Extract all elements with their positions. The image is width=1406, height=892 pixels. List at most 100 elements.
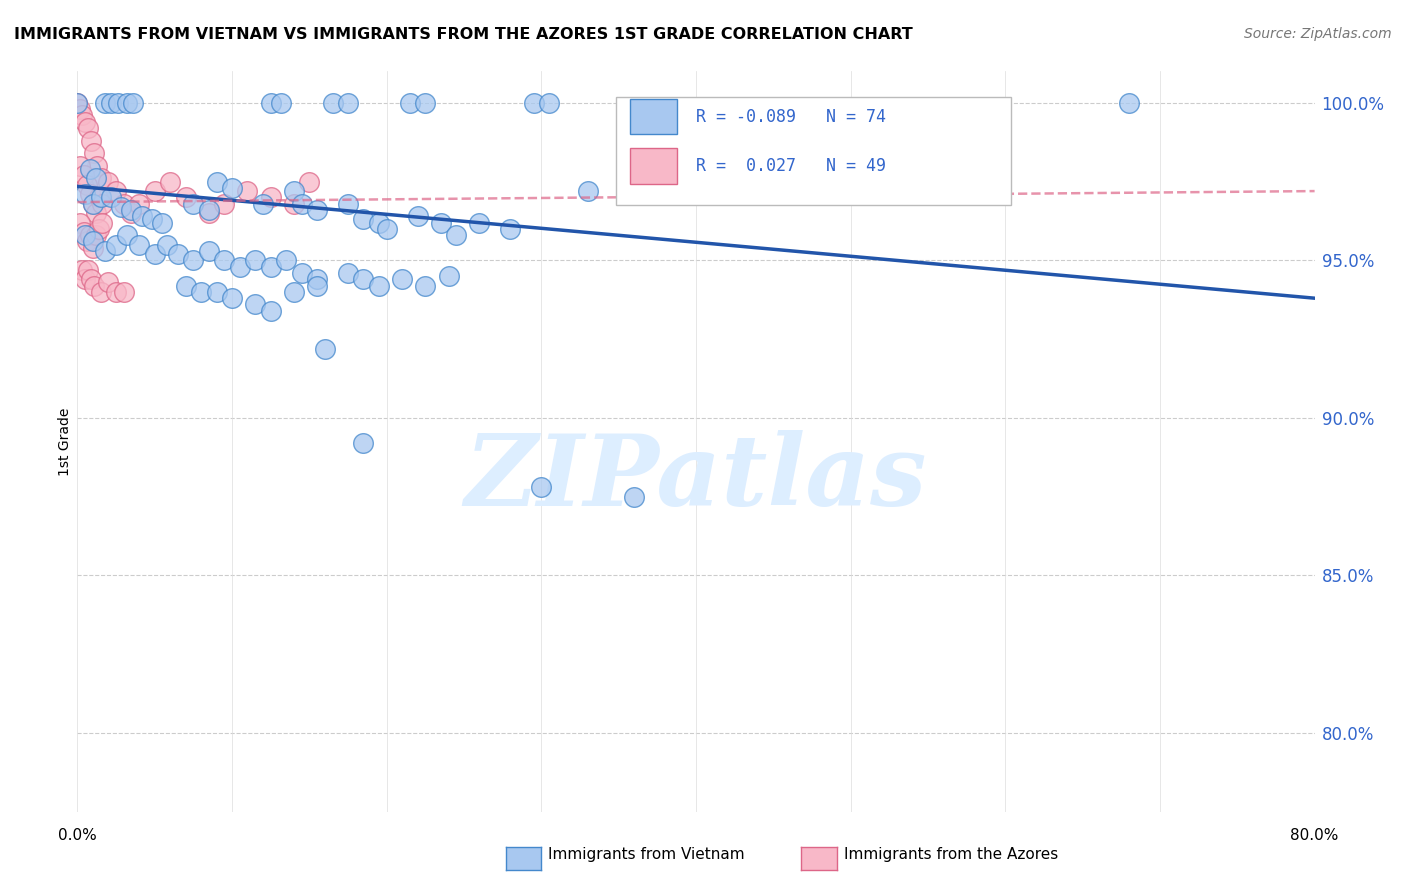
Point — [198, 202, 221, 217]
Point — [214, 196, 236, 211]
Point — [143, 247, 166, 261]
Point — [91, 216, 114, 230]
Point — [82, 196, 104, 211]
Point — [82, 235, 104, 249]
Point — [70, 108, 93, 122]
Point — [198, 206, 221, 220]
Point — [84, 228, 107, 243]
Point — [70, 263, 93, 277]
Point — [80, 134, 103, 148]
Point — [468, 216, 491, 230]
Point — [260, 303, 283, 318]
Point — [72, 169, 94, 183]
Point — [260, 95, 283, 110]
Point — [352, 212, 374, 227]
Text: R =  0.027   N = 49: R = 0.027 N = 49 — [696, 157, 886, 175]
Point — [159, 175, 181, 189]
Point — [167, 247, 190, 261]
FancyBboxPatch shape — [616, 97, 1011, 204]
Point — [83, 278, 105, 293]
Point — [94, 95, 117, 110]
Point — [205, 175, 228, 189]
Point — [115, 228, 138, 243]
Point — [90, 190, 111, 204]
Point — [84, 206, 107, 220]
Point — [283, 196, 305, 211]
Point — [337, 196, 360, 211]
Point — [110, 200, 132, 214]
Point — [270, 95, 292, 110]
Point — [77, 263, 100, 277]
Point — [314, 342, 336, 356]
Point — [368, 278, 391, 293]
Point — [228, 260, 252, 274]
Point — [107, 95, 129, 110]
Point — [205, 285, 228, 299]
Text: IMMIGRANTS FROM VIETNAM VS IMMIGRANTS FROM THE AZORES 1ST GRADE CORRELATION CHAR: IMMIGRANTS FROM VIETNAM VS IMMIGRANTS FR… — [14, 27, 912, 42]
Point — [298, 175, 321, 189]
Point — [190, 285, 212, 299]
Point — [276, 253, 298, 268]
Text: Immigrants from the Azores: Immigrants from the Azores — [844, 847, 1057, 862]
Point — [375, 222, 398, 236]
Point — [322, 95, 344, 110]
Point — [307, 278, 329, 293]
Point — [87, 190, 110, 204]
Point — [174, 278, 197, 293]
Text: Source: ZipAtlas.com: Source: ZipAtlas.com — [1244, 27, 1392, 41]
Point — [76, 235, 98, 249]
Point — [260, 260, 283, 274]
Point — [66, 95, 89, 110]
Point — [499, 222, 522, 236]
Point — [69, 216, 91, 230]
Point — [90, 171, 111, 186]
Point — [69, 102, 91, 116]
Point — [80, 272, 103, 286]
Point — [307, 272, 329, 286]
Point — [174, 190, 197, 204]
Point — [183, 253, 205, 268]
Point — [75, 228, 96, 243]
Point — [183, 196, 205, 211]
Point — [90, 285, 111, 299]
Point — [245, 253, 267, 268]
Point — [415, 278, 437, 293]
Point — [214, 253, 236, 268]
Point — [352, 436, 374, 450]
Point — [75, 115, 96, 129]
Point — [430, 216, 453, 230]
Point — [245, 297, 267, 311]
Point — [156, 237, 179, 252]
Text: ZIPatlas: ZIPatlas — [465, 430, 927, 527]
Point — [105, 285, 127, 299]
Point — [69, 159, 91, 173]
Point — [283, 285, 305, 299]
Point — [100, 95, 122, 110]
Point — [100, 190, 122, 204]
Point — [91, 196, 114, 211]
Point — [399, 95, 422, 110]
Point — [623, 490, 645, 504]
Point — [75, 272, 96, 286]
FancyBboxPatch shape — [630, 148, 678, 184]
Point — [76, 178, 98, 192]
Point — [83, 146, 105, 161]
Point — [97, 175, 120, 189]
Point — [122, 95, 145, 110]
Point — [523, 95, 546, 110]
Point — [337, 266, 360, 280]
Point — [337, 95, 360, 110]
Point — [79, 228, 101, 243]
Point — [112, 196, 135, 211]
Point — [221, 291, 243, 305]
Point — [291, 196, 314, 211]
Point — [538, 95, 561, 110]
Point — [1118, 95, 1140, 110]
Point — [352, 272, 374, 286]
Point — [152, 216, 174, 230]
FancyBboxPatch shape — [630, 99, 678, 135]
Point — [576, 184, 599, 198]
Point — [121, 202, 143, 217]
Text: 80.0%: 80.0% — [1291, 828, 1339, 843]
Point — [260, 190, 283, 204]
